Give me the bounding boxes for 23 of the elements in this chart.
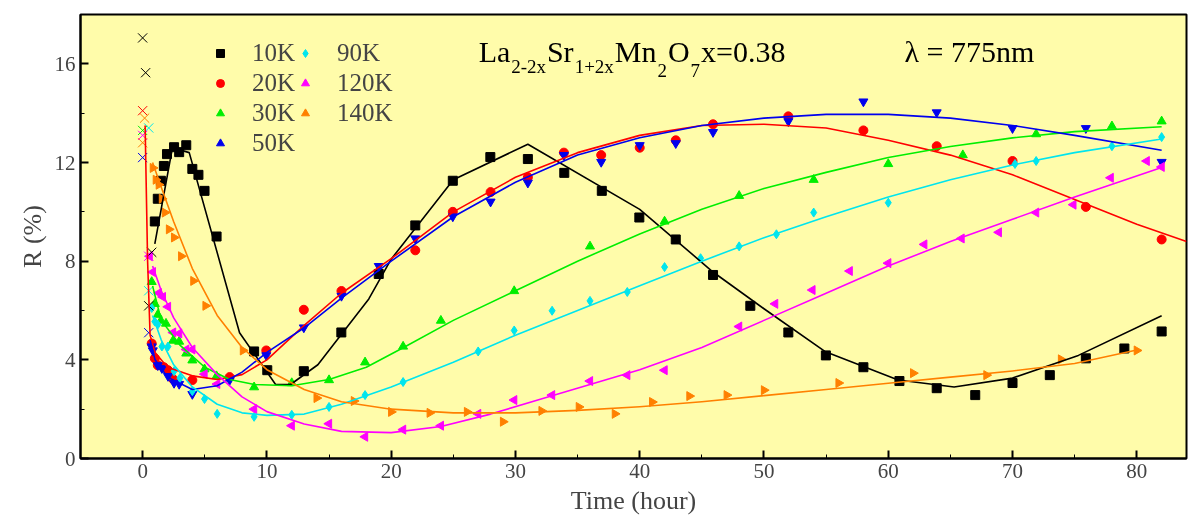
y-tick-label: 16 (54, 51, 76, 76)
x-axis-title: Time (hour) (570, 485, 697, 515)
x-tick-label: 30 (504, 458, 526, 483)
x-tick-label: 60 (877, 458, 899, 483)
x-tick-label: 10 (256, 458, 278, 483)
x-tick-label: 70 (1002, 458, 1024, 483)
y-tick-label: 4 (65, 347, 76, 372)
x-tick-label: 50 (753, 458, 775, 483)
legend-label: 50K (252, 128, 296, 158)
annotation: λ = 775nm (904, 34, 1035, 68)
legend-label: 120K (337, 68, 393, 98)
legend-label: 90K (337, 38, 381, 68)
legend-label: 20K (252, 68, 296, 98)
x-tick-label: 80 (1126, 458, 1148, 483)
legend-label: 140K (337, 98, 393, 128)
y-tick-label: 8 (65, 249, 76, 274)
x-tick-label: 0 (137, 458, 148, 483)
x-tick-label: 40 (629, 458, 651, 483)
legend-label: 10K (252, 38, 296, 68)
y-tick-label: 12 (54, 150, 76, 175)
x-tick-label: 20 (380, 458, 402, 483)
legend-label: 30K (252, 98, 296, 128)
y-axis-title: R (%) (17, 205, 47, 268)
